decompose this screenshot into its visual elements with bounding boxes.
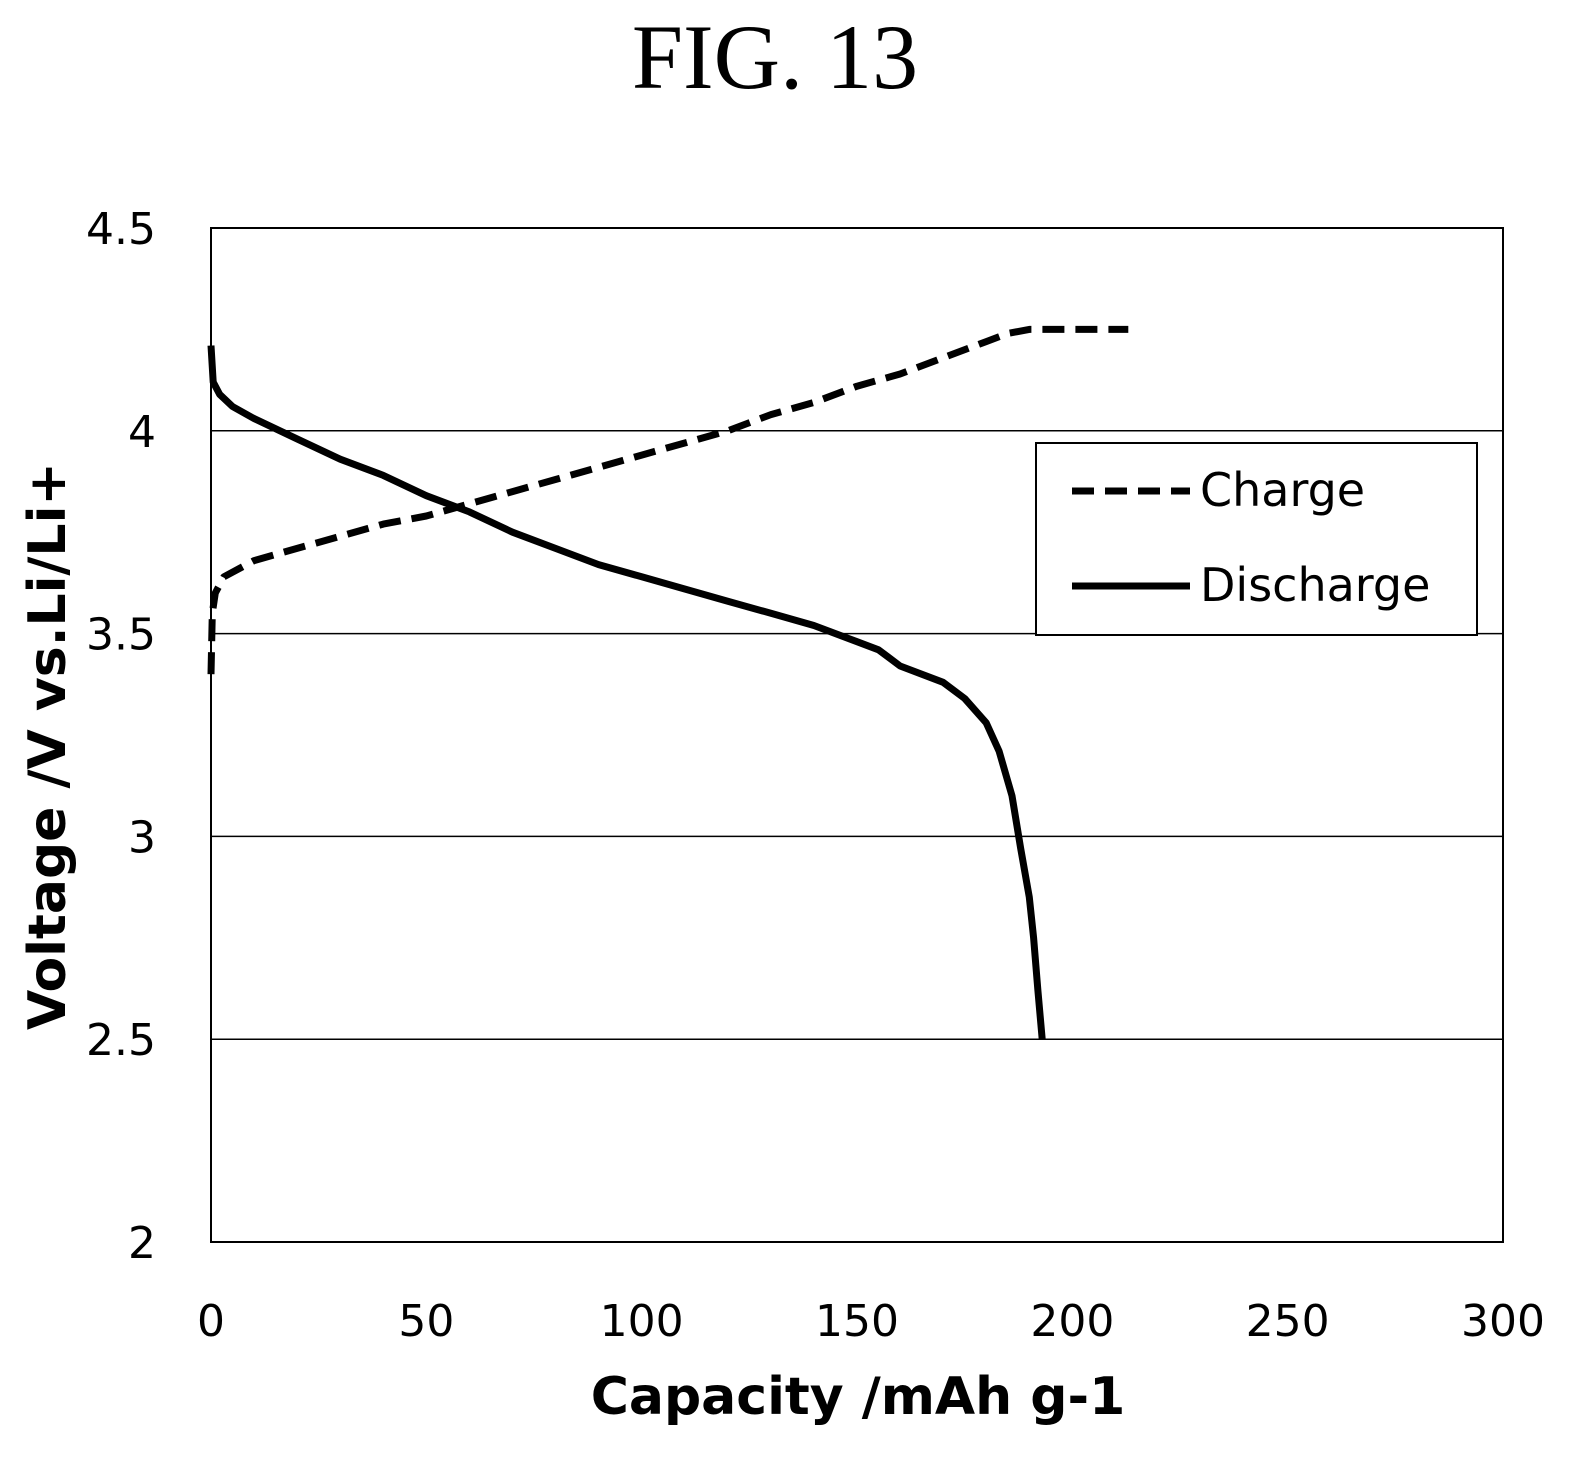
y-tick-label: 2.5 bbox=[86, 1015, 156, 1066]
y-tick-label: 4.5 bbox=[86, 204, 156, 255]
y-tick-label: 3 bbox=[128, 812, 156, 863]
grid-lines bbox=[211, 430, 1503, 1040]
legend-box bbox=[1035, 442, 1478, 636]
x-tick-label: 0 bbox=[197, 1296, 225, 1347]
figure-title: FIG. 13 bbox=[632, 6, 918, 108]
x-tick-label: 250 bbox=[1246, 1296, 1330, 1347]
series-line-discharge bbox=[207, 345, 1046, 1040]
tick-labels: 2 2.5 3 3.5 4 4.5 0 50 100 150 200 250 300 bbox=[86, 204, 1545, 1347]
series-line-charge bbox=[207, 325, 1129, 675]
x-axis-label: Capacity /mAh g-1 bbox=[591, 1367, 1126, 1427]
x-tick-label: 200 bbox=[1030, 1296, 1114, 1347]
x-tick-label: 300 bbox=[1461, 1296, 1545, 1347]
x-tick-label: 50 bbox=[398, 1296, 454, 1347]
legend-label-charge: Charge bbox=[1200, 463, 1365, 517]
legend: Charge Discharge bbox=[1035, 442, 1478, 636]
y-tick-label: 3.5 bbox=[86, 610, 156, 661]
y-tick-label: 2 bbox=[128, 1218, 156, 1269]
series-layer bbox=[207, 325, 1129, 1040]
plot-area-frame bbox=[210, 227, 1504, 1243]
y-axis-label: Voltage /V vs.Li/Li+ bbox=[18, 462, 78, 1030]
legend-label-discharge: Discharge bbox=[1200, 558, 1430, 612]
x-tick-label: 150 bbox=[815, 1296, 899, 1347]
y-tick-label: 4 bbox=[128, 407, 156, 458]
x-tick-label: 100 bbox=[600, 1296, 684, 1347]
